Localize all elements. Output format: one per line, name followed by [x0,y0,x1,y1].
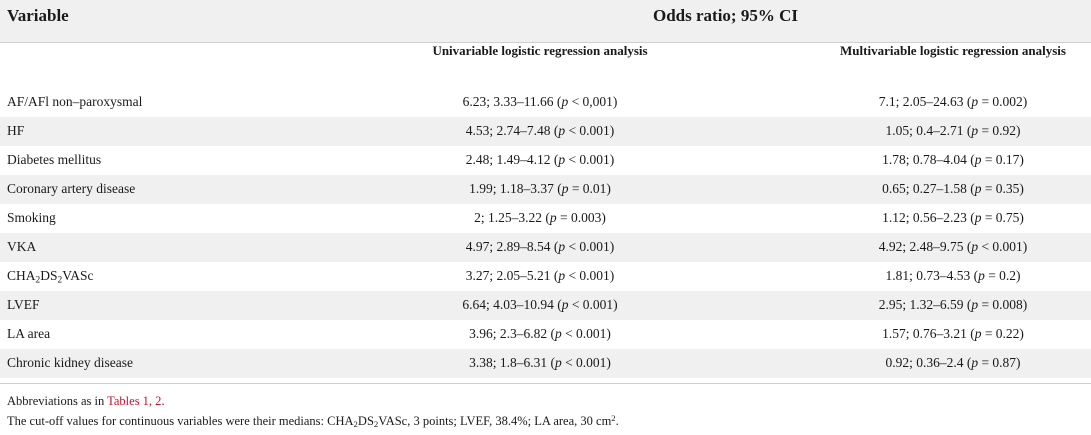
row-univariable: 3.27; 2.05–5.21 (p < 0.001) [465,268,615,283]
row-variable: LA area [7,326,51,341]
column-header-odds-ratio: Odds ratio; 95% CI [653,6,798,25]
row-multivariable: 1.12; 0.56–2.23 (p = 0.75) [882,210,1024,225]
row-variable: VKA [7,239,37,254]
row-univariable: 6.64; 4.03–10.94 (p < 0.001) [462,297,618,312]
row-univariable: 2; 1.25–3.22 (p = 0.003) [474,210,606,225]
header-divider [0,42,1091,43]
row-multivariable: 1.78; 0.78–4.04 (p = 0.17) [882,152,1024,167]
footnote-abbreviations: Abbreviations as in Tables 1, 2. [7,394,165,408]
table-row: AF/AFl non–paroxysmal 6.23; 3.33–11.66 (… [0,88,1091,117]
table-row: LVEF 6.64; 4.03–10.94 (p < 0.001) 2.95; … [0,291,1091,320]
table-row: Smoking 2; 1.25–3.22 (p = 0.003) 1.12; 0… [0,204,1091,233]
row-variable: CHA2DS2VASc [7,268,94,286]
table-row: Coronary artery disease 1.99; 1.18–3.37 … [0,175,1091,204]
row-variable: Chronic kidney disease [7,355,133,370]
row-univariable: 6.23; 3.33–11.66 (p < 0,001) [462,94,618,109]
row-multivariable: 1.81; 0.73–4.53 (p = 0.2) [885,268,1021,283]
row-variable: Smoking [7,210,56,225]
table-row: LA area 3.96; 2.3–6.82 (p < 0.001) 1.57;… [0,320,1091,349]
row-multivariable: 1.57; 0.76–3.21 (p = 0.22) [882,326,1024,341]
row-multivariable: 1.05; 0.4–2.71 (p = 0.92) [885,123,1021,138]
table-bottom-rule [0,383,1091,384]
table-row: Chronic kidney disease 3.38; 1.8–6.31 (p… [0,349,1091,378]
row-variable: Diabetes mellitus [7,152,102,167]
row-variable: Coronary artery disease [7,181,136,196]
row-multivariable: 4.92; 2.48–9.75 (p < 0.001) [878,239,1028,254]
table-header [0,0,1091,42]
subheader-univariable: Univariable logistic regression analysis [432,43,648,58]
row-multivariable: 7.1; 2.05–24.63 (p = 0.002) [878,94,1028,109]
row-univariable: 3.38; 1.8–6.31 (p < 0.001) [469,355,611,370]
row-univariable: 4.53; 2.74–7.48 (p < 0.001) [465,123,615,138]
table-row: HF 4.53; 2.74–7.48 (p < 0.001) 1.05; 0.4… [0,117,1091,146]
row-univariable: 2.48; 1.49–4.12 (p < 0.001) [465,152,615,167]
row-variable: HF [7,123,25,138]
column-header-variable: Variable [7,6,69,25]
row-variable: LVEF [7,297,40,312]
table-row: CHA2DS2VASc 3.27; 2.05–5.21 (p < 0.001) … [0,262,1091,291]
row-univariable: 4.97; 2.89–8.54 (p < 0.001) [465,239,615,254]
table-row: Diabetes mellitus 2.48; 1.49–4.12 (p < 0… [0,146,1091,175]
row-univariable: 1.99; 1.18–3.37 (p = 0.01) [469,181,611,196]
footnote-cutoff: The cut-off values for continuous variab… [7,413,619,430]
row-variable: AF/AFl non–paroxysmal [7,94,143,109]
row-multivariable: 0.65; 0.27–1.58 (p = 0.35) [882,181,1024,196]
row-univariable: 3.96; 2.3–6.82 (p < 0.001) [469,326,611,341]
subheader-multivariable: Multivariable logistic regression analys… [840,43,1066,58]
table-row: VKA 4.97; 2.89–8.54 (p < 0.001) 4.92; 2.… [0,233,1091,262]
tables-link[interactable]: Tables 1, 2 [107,394,162,408]
row-multivariable: 2.95; 1.32–6.59 (p = 0.008) [878,297,1028,312]
row-multivariable: 0.92; 0.36–2.4 (p = 0.87) [885,355,1021,370]
